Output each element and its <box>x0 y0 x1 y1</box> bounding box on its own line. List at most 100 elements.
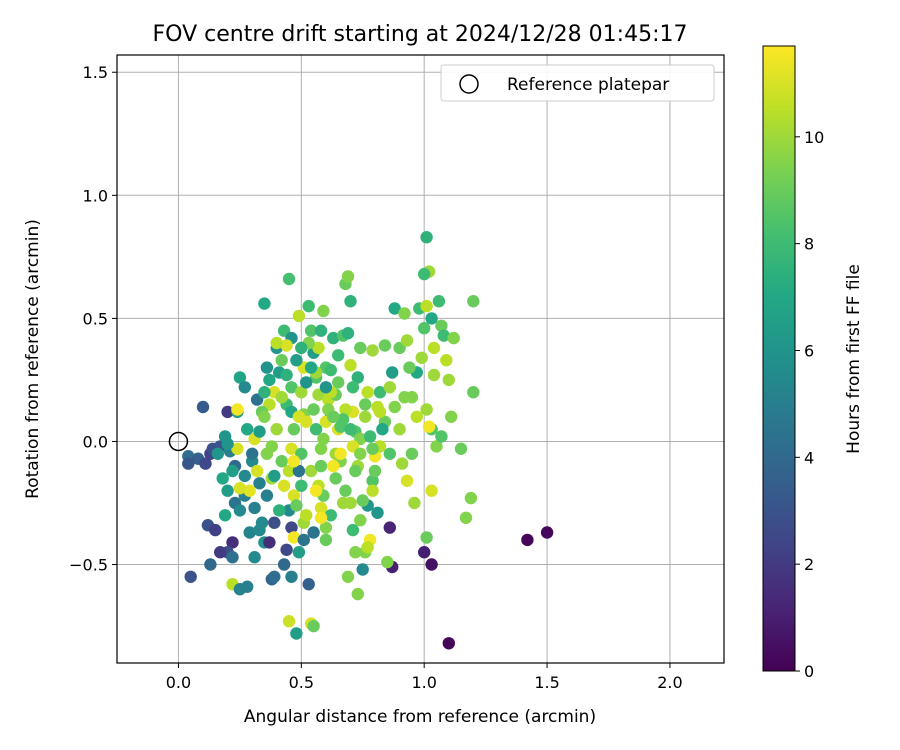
scatter-point <box>268 570 281 583</box>
scatter-point <box>427 368 441 382</box>
scatter-point <box>359 398 372 411</box>
scatter-point <box>405 447 419 460</box>
scatter-point <box>361 386 374 399</box>
scatter-point <box>420 531 433 544</box>
scatter-point <box>346 523 360 537</box>
scatter-point <box>366 474 379 487</box>
scatter-point <box>221 405 234 419</box>
scatter-point <box>184 570 197 583</box>
scatter-point <box>425 312 438 325</box>
scatter-point <box>241 580 254 593</box>
scatter-point <box>287 423 301 436</box>
scatter-point <box>356 563 369 576</box>
scatter-point <box>292 546 306 559</box>
scatter-point <box>300 509 313 522</box>
scatter-point <box>388 302 401 315</box>
scatter-point <box>226 464 239 478</box>
scatter-point <box>263 373 276 387</box>
scatter-point <box>373 386 387 399</box>
scatter-point <box>445 410 458 423</box>
scatter-point <box>420 403 433 416</box>
scatter-point <box>418 267 431 281</box>
scatter-point <box>253 425 266 438</box>
scatter-point <box>327 459 340 473</box>
scatter-point <box>366 344 379 357</box>
scatter-point <box>307 403 320 416</box>
y-tick-label: 0.5 <box>83 309 108 328</box>
scatter-point <box>319 381 333 394</box>
scatter-point <box>307 526 320 539</box>
colorbar: 0 2 4 6 8 10 Hours from first FF file <box>762 45 864 681</box>
scatter-point <box>233 504 247 517</box>
scatter-point <box>260 361 274 374</box>
scatter-point <box>376 423 389 436</box>
scatter-point <box>221 484 234 497</box>
scatter-point <box>351 371 364 384</box>
scatter-point <box>292 309 306 323</box>
colorbar-ticks: 0 2 4 6 8 10 <box>795 128 824 681</box>
scatter-point <box>260 447 274 460</box>
scatter-point <box>243 484 256 497</box>
scatter-point <box>467 295 480 308</box>
scatter-point <box>381 555 394 569</box>
scatter-point <box>356 494 369 507</box>
scatter-point <box>540 526 554 539</box>
scatter-point <box>270 336 283 350</box>
scatter-point <box>292 410 306 423</box>
scatter-point <box>295 479 308 492</box>
legend-box <box>440 64 715 102</box>
scatter-point <box>334 447 347 460</box>
scatter-point <box>368 464 382 478</box>
scatter-point <box>341 327 355 340</box>
scatter-point <box>464 491 478 505</box>
scatter-point <box>309 484 323 497</box>
scatter-point <box>366 442 379 455</box>
scatter-point <box>304 361 318 374</box>
scatter-point <box>280 368 293 382</box>
scatter-point <box>351 587 364 601</box>
scatter-point <box>277 558 291 571</box>
scatter-point <box>521 533 534 547</box>
x-tick-label: 1.5 <box>534 673 559 692</box>
scatter-point <box>341 270 355 283</box>
scatter-point <box>287 489 301 502</box>
scatter-point <box>341 570 355 583</box>
scatter-point <box>280 339 293 352</box>
scatter-point <box>273 504 286 517</box>
scatter-point <box>258 410 271 423</box>
scatter-point <box>263 536 276 549</box>
scatter-point <box>383 447 396 460</box>
scatter-point <box>231 403 244 416</box>
scatter-point <box>329 472 342 485</box>
scatter-point <box>359 410 372 423</box>
scatter-point <box>319 533 333 547</box>
scatter-point <box>287 531 301 544</box>
scatter-point <box>349 464 362 478</box>
scatter-point <box>332 376 345 389</box>
scatter-point <box>317 432 330 446</box>
colorbar-label: Hours from first FF file <box>844 264 864 454</box>
scatter-point <box>285 521 298 534</box>
scatter-point <box>393 423 406 436</box>
colorbar-tick-label: 6 <box>804 341 814 360</box>
scatter-point <box>418 322 431 335</box>
scatter-point <box>454 442 468 455</box>
legend: Reference platepar <box>440 64 715 102</box>
x-tick-label: 0.0 <box>166 673 191 692</box>
scatter-point <box>248 501 261 515</box>
scatter-point <box>415 351 428 364</box>
scatter-point <box>371 506 384 519</box>
legend-open-circle-icon <box>459 74 479 94</box>
x-axis-label: Angular distance from reference (arcmin) <box>244 707 596 727</box>
scatter-point <box>373 405 387 419</box>
y-axis-ticks: −0.5 0.0 0.5 1.0 1.5 <box>69 63 117 575</box>
scatter-point <box>327 331 340 345</box>
y-tick-label: 0.0 <box>83 432 108 451</box>
scatter-point <box>300 376 313 389</box>
scatter-point <box>209 523 222 537</box>
scatter-point <box>324 509 337 522</box>
scatter-point <box>400 334 414 347</box>
scatter-point <box>383 381 396 394</box>
scatter-point <box>418 546 431 559</box>
y-tick-label: −0.5 <box>69 556 108 575</box>
